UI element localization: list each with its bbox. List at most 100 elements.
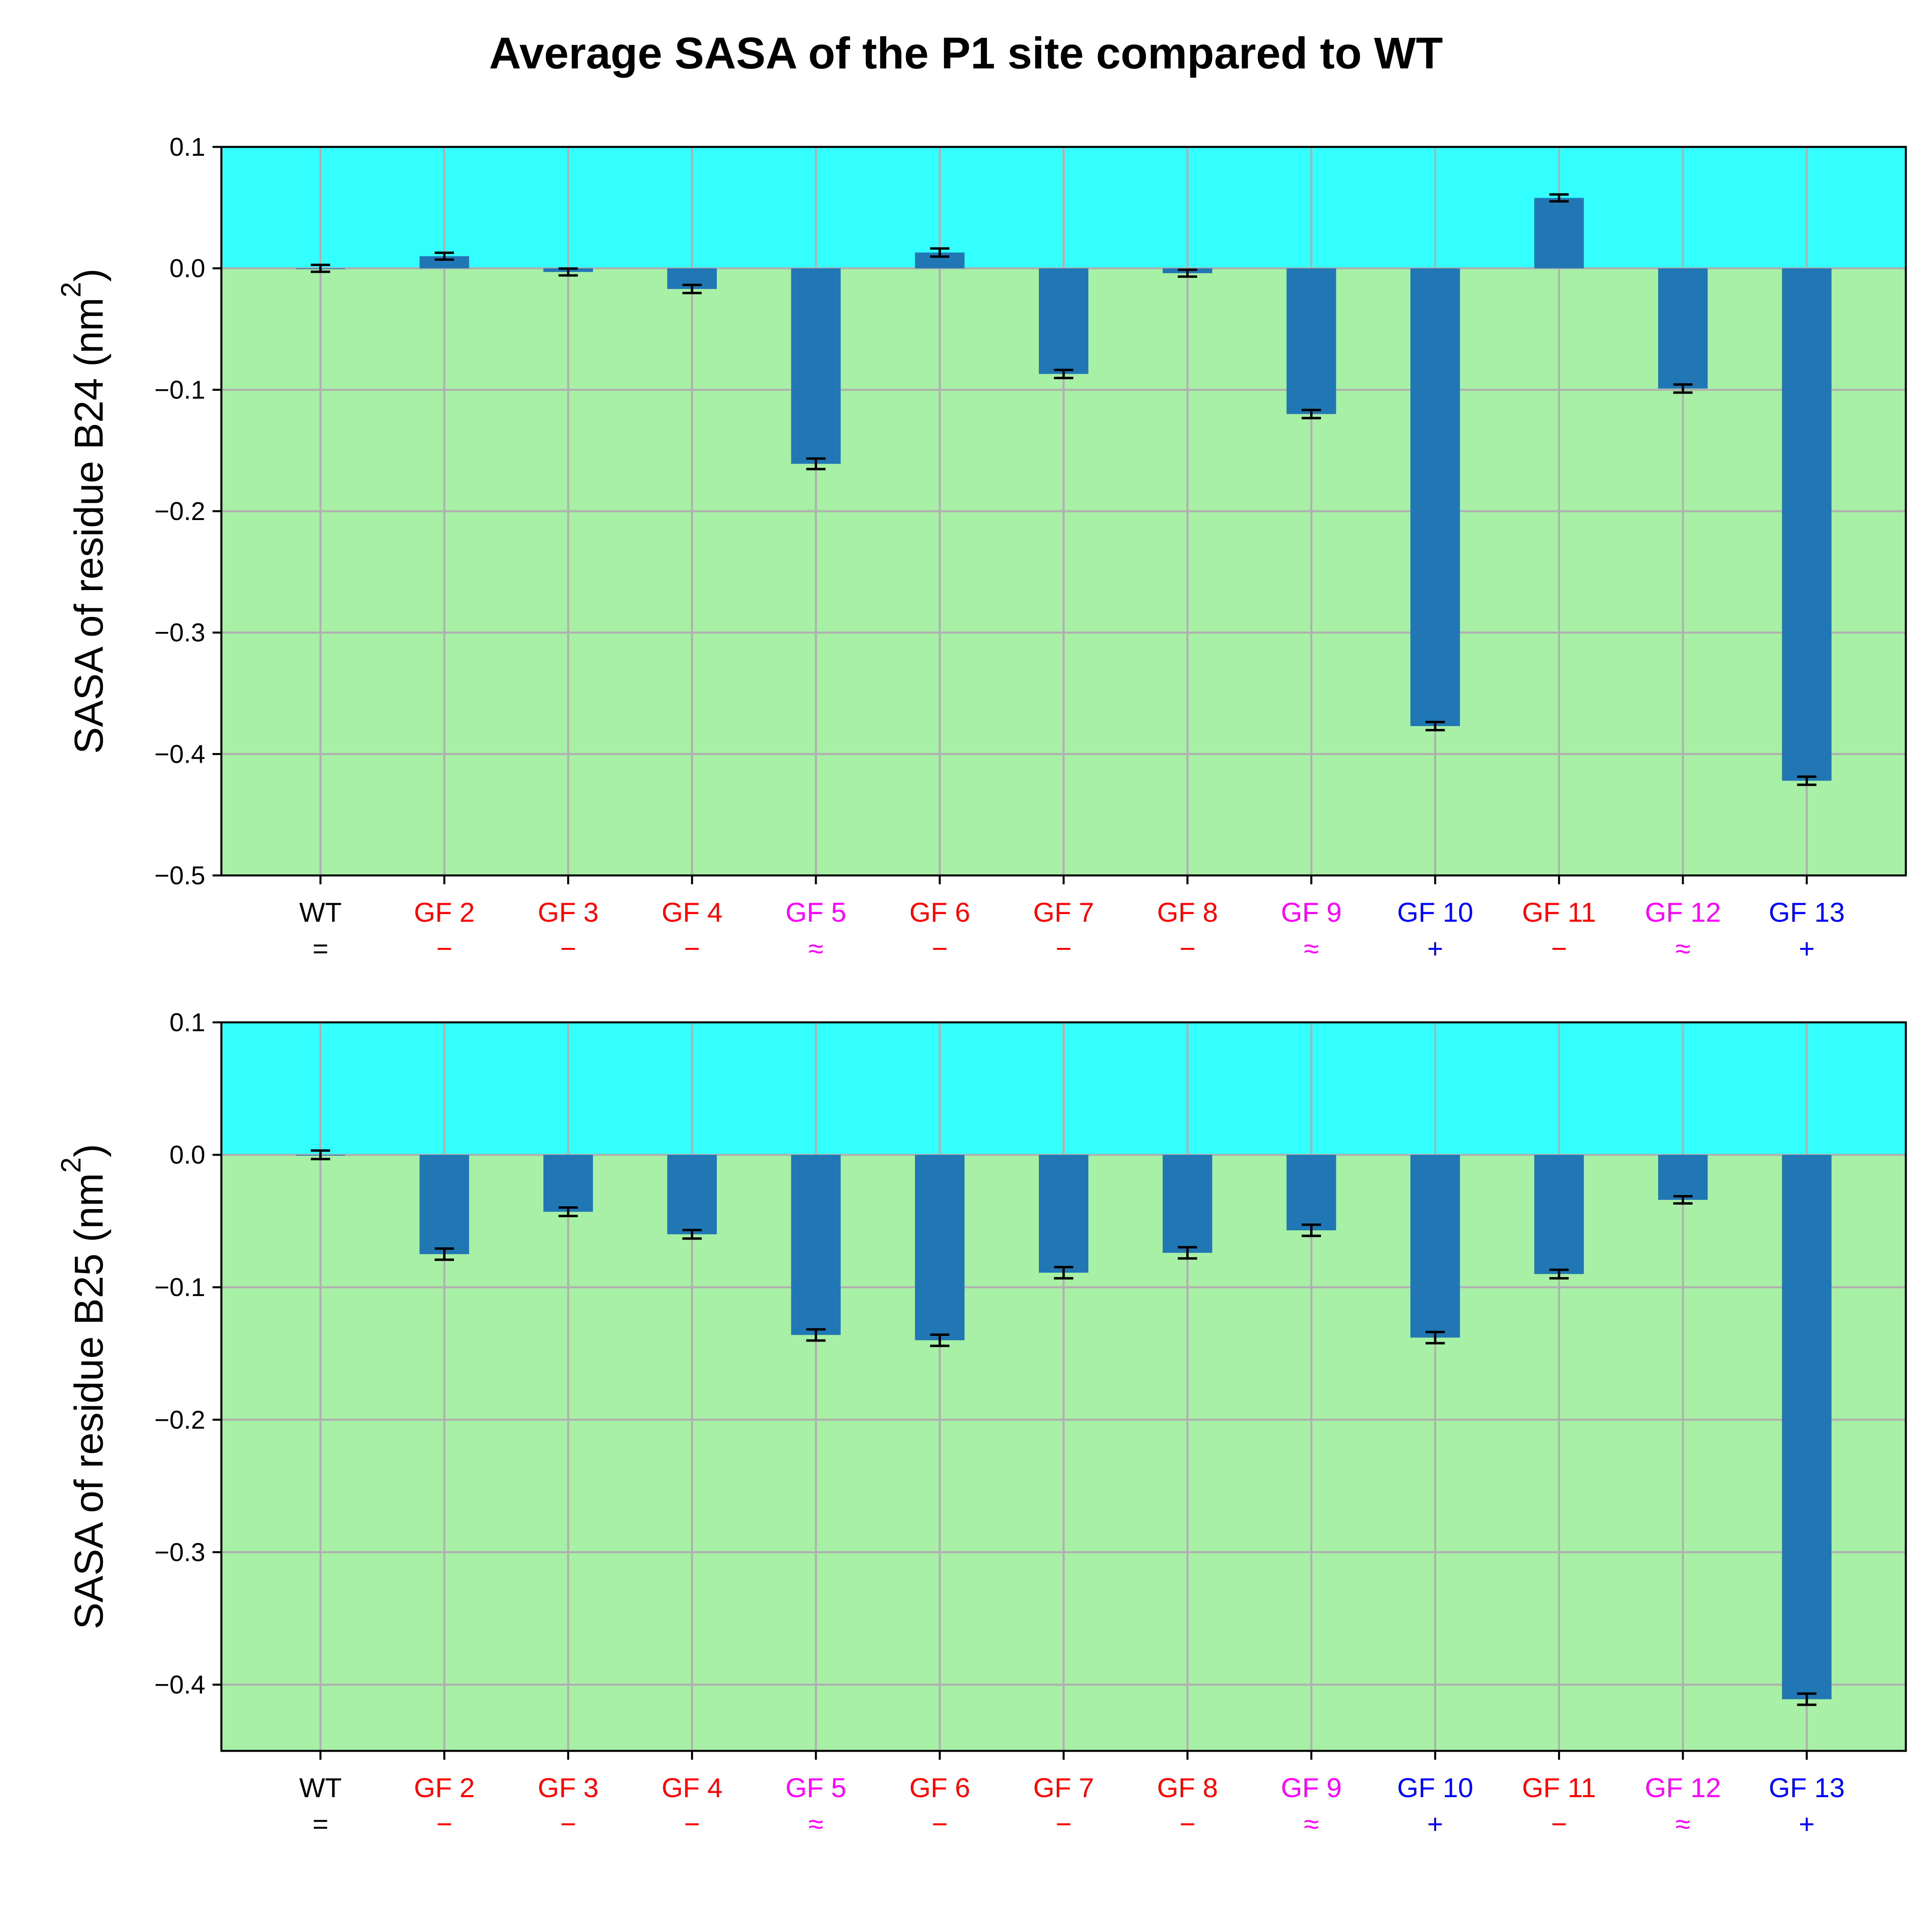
y-tick-label: −0.2 xyxy=(155,1405,205,1434)
x-tick-symbol: + xyxy=(1427,1809,1443,1839)
y-tick-label: −0.1 xyxy=(155,375,205,404)
x-tick-label: GF 4 xyxy=(662,897,722,928)
bar-gf-7 xyxy=(1038,268,1089,374)
bar-gf-3 xyxy=(543,1155,593,1212)
chart-panel-b24: 0.1 0.0 −0.1 −0.2 −0.3 −0.4 −0.5 WT = GF 2 − GF 3 − G… xyxy=(55,132,1907,964)
x-tick-label: GF 5 xyxy=(785,897,846,928)
x-tick-label: GF 6 xyxy=(909,897,970,928)
x-tick-symbol: + xyxy=(1427,933,1443,964)
error-bar xyxy=(1549,1268,1569,1280)
chart-panel-b25: 0.1 0.0 −0.1 −0.2 −0.3 −0.4 WT = GF 2 − GF 3 − GF 4 −… xyxy=(55,1008,1907,1839)
bar-gf-2 xyxy=(419,1155,469,1254)
x-tick-label: GF 10 xyxy=(1397,897,1473,928)
x-tick-label: GF 4 xyxy=(662,1773,722,1803)
x-tick-symbol: − xyxy=(1551,1809,1567,1839)
x-tick-symbol: − xyxy=(684,933,700,964)
error-bar xyxy=(1797,1692,1816,1706)
x-tick-symbol: − xyxy=(1056,1809,1072,1839)
error-bar xyxy=(1673,1195,1693,1205)
x-tick-symbol: ≈ xyxy=(1675,933,1690,964)
x-tick-symbol: − xyxy=(1179,1809,1195,1839)
x-tick-symbol: − xyxy=(932,1809,948,1839)
x-tick-symbol: − xyxy=(684,1809,700,1839)
x-tick-symbol: + xyxy=(1799,1809,1815,1839)
x-tick-symbol: − xyxy=(436,1809,452,1839)
x-tick-symbol: ≈ xyxy=(808,933,823,964)
bar-gf-10 xyxy=(1410,268,1460,726)
error-bar xyxy=(1178,268,1197,278)
bar-gf-12 xyxy=(1658,1155,1708,1200)
y-tick-label: −0.3 xyxy=(155,1538,205,1567)
x-tick-symbol: ≈ xyxy=(1675,1809,1690,1839)
error-bar xyxy=(1054,369,1073,380)
error-bar xyxy=(1301,1223,1321,1237)
x-tick-label: GF 13 xyxy=(1769,897,1845,928)
x-tick-symbol: ≈ xyxy=(1304,933,1319,964)
x-tick-label: GF 11 xyxy=(1522,1773,1596,1803)
x-tick-label: GF 6 xyxy=(909,1773,970,1803)
x-tick-label: GF 8 xyxy=(1157,1773,1218,1803)
y-tick-label: −0.1 xyxy=(155,1273,205,1302)
y-axis-label-suffix: ) xyxy=(66,1144,111,1157)
error-bar xyxy=(311,264,330,273)
x-tick-symbol: − xyxy=(932,933,948,964)
y-tick-label: 0.0 xyxy=(169,254,205,283)
y-axis-label: SASA of residue B24 (nm2) xyxy=(55,268,111,754)
x-tick-label: GF 9 xyxy=(1281,1773,1342,1803)
error-bar xyxy=(558,1206,578,1218)
y-axis-label-superscript: 2 xyxy=(55,282,87,297)
bar-gf-9 xyxy=(1286,268,1336,414)
error-bar xyxy=(682,1228,702,1240)
x-tick-symbol: − xyxy=(1056,933,1072,964)
error-bar xyxy=(1054,1266,1073,1280)
error-bar xyxy=(930,247,949,258)
y-tick-label: 0.1 xyxy=(169,132,205,161)
x-tick-symbol: + xyxy=(1799,933,1815,964)
x-tick-symbol: = xyxy=(312,1809,328,1839)
x-tick-label: GF 3 xyxy=(538,1773,599,1803)
x-tick-symbol: − xyxy=(560,1809,576,1839)
y-tick-label: −0.5 xyxy=(155,861,205,890)
error-bar xyxy=(1425,1331,1445,1345)
bar-gf-5 xyxy=(791,268,841,464)
x-tick-label: WT xyxy=(299,897,342,928)
bar-gf-7 xyxy=(1038,1155,1089,1273)
bar-gf-13 xyxy=(1782,1155,1832,1699)
y-axis-label: SASA of residue B25 (nm2) xyxy=(55,1144,111,1629)
y-tick-label: 0.0 xyxy=(169,1140,205,1169)
error-bar xyxy=(1301,409,1321,419)
error-bar xyxy=(434,251,454,261)
error-bar xyxy=(1673,383,1693,394)
error-bar xyxy=(930,1333,949,1347)
error-bar xyxy=(1178,1246,1197,1260)
figure-title: Average SASA of the P1 site compared to … xyxy=(489,29,1443,78)
x-tick-label: GF 7 xyxy=(1033,1773,1094,1803)
x-tick-label: GF 2 xyxy=(414,897,475,928)
x-tick-symbol: ≈ xyxy=(808,1809,823,1839)
bar-gf-11 xyxy=(1534,1155,1584,1274)
x-tick-label: GF 7 xyxy=(1033,897,1094,928)
y-axis-label-text: SASA of residue B24 (nm xyxy=(66,297,111,754)
bar-gf-8 xyxy=(1162,1155,1212,1253)
x-tick-symbol: − xyxy=(560,933,576,964)
error-bar xyxy=(806,1328,826,1342)
x-tick-symbol: − xyxy=(436,933,452,964)
bar-gf-10 xyxy=(1410,1155,1460,1338)
bar-gf-4 xyxy=(667,1155,717,1234)
x-tick-label: GF 9 xyxy=(1281,897,1342,928)
y-axis-label-suffix: ) xyxy=(66,268,111,282)
bar-gf-5 xyxy=(791,1155,841,1335)
error-bar xyxy=(1797,775,1816,786)
bar-gf-11 xyxy=(1534,198,1584,268)
y-axis-label-superscript: 2 xyxy=(55,1157,87,1173)
x-tick-label: GF 8 xyxy=(1157,897,1218,928)
y-axis-label-text: SASA of residue B25 (nm xyxy=(66,1173,111,1629)
y-tick-label: −0.2 xyxy=(155,497,205,526)
bar-gf-12 xyxy=(1658,268,1708,389)
x-tick-symbol: − xyxy=(1179,933,1195,964)
x-tick-label: GF 12 xyxy=(1645,897,1721,928)
x-tick-label: GF 12 xyxy=(1645,1773,1721,1803)
bar-gf-9 xyxy=(1286,1155,1336,1230)
y-tick-label: −0.3 xyxy=(155,618,205,647)
